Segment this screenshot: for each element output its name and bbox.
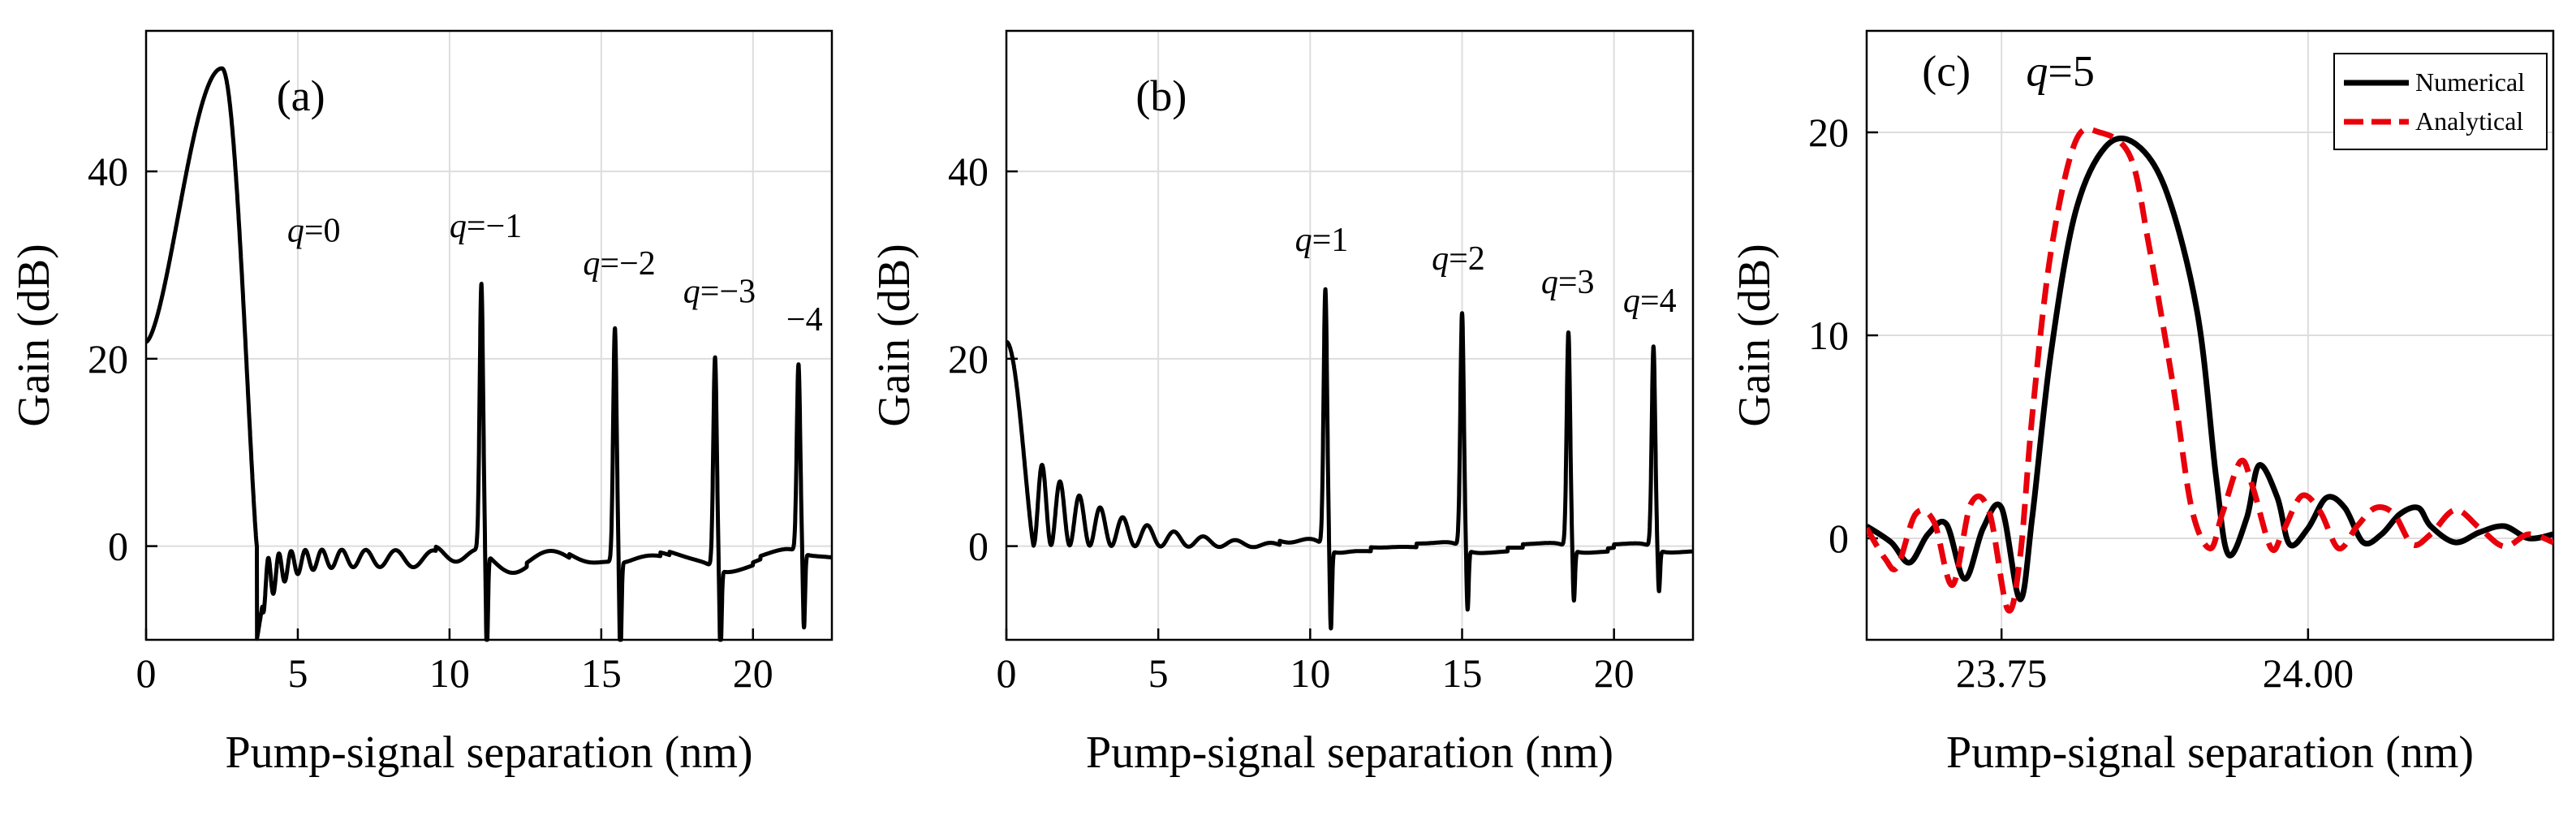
y-tick-label: 0 [108,524,128,569]
panel-label: (a) [277,71,325,120]
series-numerical-line [1867,135,2553,602]
panel-b: 0 5 10 15 20 0 20 40 Pump-signal separation (nm)… [869,29,1695,778]
x-tick-label: 10 [1290,650,1330,696]
panel-label: (b) [1135,71,1187,120]
x-tick-label: 15 [581,650,622,696]
peak-label: q=−3 [683,274,756,311]
peak-label: q=1 [1295,222,1349,259]
panel-label: (c) [1922,47,1971,96]
x-tick-label: 5 [287,650,308,696]
peak-label: −4 [786,301,823,339]
x-tick-label: 15 [1442,650,1483,696]
y-tick-label: 20 [1808,110,1849,155]
y-tick-label: 0 [968,524,989,569]
legend-label-analytical: Analytical [2415,106,2523,136]
y-tick-label: 0 [1829,516,1849,561]
x-tick-label: 20 [1594,650,1635,696]
y-tick-label: 40 [88,149,128,194]
x-tick-label: 23.75 [1956,650,2048,696]
legend-label-numerical: Numerical [2415,67,2525,97]
x-tick-label: 20 [733,650,773,696]
y-tick-label: 40 [948,149,989,194]
y-axis-title: Gain (dB) [9,244,59,427]
gain-curve-a [144,66,834,642]
series-analytical-line [1867,126,2553,614]
x-tick-label: 24.00 [2263,650,2354,696]
x-axis-title: Pump-signal separation (nm) [1946,727,2474,778]
x-tick-label: 5 [1148,650,1169,696]
y-axis-title: Gain (dB) [1730,244,1780,427]
x-tick-label: 0 [997,650,1017,696]
x-tick-label: 10 [429,650,470,696]
grid [145,31,832,640]
plot-frame [1005,29,1695,641]
peak-label-q0: q=0 [287,213,341,250]
grid [1006,31,1693,640]
title-q-label: q=5 [2026,47,2094,96]
x-tick-label: 0 [136,650,157,696]
legend: Numerical Analytical [2333,53,2548,150]
x-axis-title: Pump-signal separation (nm) [225,727,752,778]
panel-a: 0 5 10 15 20 0 20 40 Pump-signal separation (nm)… [9,29,834,778]
peak-label: q=2 [1432,240,1485,278]
peak-label: q=4 [1623,283,1677,320]
y-tick-label: 10 [1808,313,1849,358]
plot-frame [144,29,834,641]
peak-label: q=3 [1541,264,1595,301]
legend-box [2333,53,2548,150]
y-tick-label: 20 [948,336,989,382]
y-tick-label: 20 [88,336,128,382]
panel-c: 23.75 24.00 0 10 20 Pump-signal separation (n… [1730,29,2555,778]
peak-label: q=−2 [583,245,655,283]
x-axis-title: Pump-signal separation (nm) [1086,727,1613,778]
peak-label: q=−1 [450,208,522,245]
gain-curve-b [1004,287,1695,631]
y-axis-title: Gain (dB) [869,244,920,427]
